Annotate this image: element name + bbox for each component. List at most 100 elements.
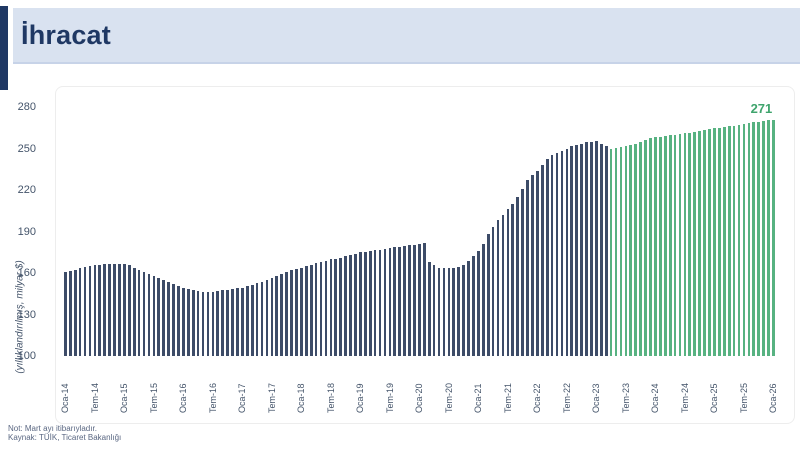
y-tick-label: 250 [17,142,36,155]
bar-actual [221,290,225,356]
bar-actual [457,266,461,356]
bar-actual [295,268,298,356]
x-tick-label: Oca-14 [60,383,71,413]
bar-actual [398,246,402,356]
bar-actual [432,265,436,356]
bar-actual [177,286,180,356]
bar-actual [545,158,549,356]
bar-actual [201,291,205,356]
bar-forecast [767,120,770,356]
bar-actual [231,288,234,356]
x-tick-label: Tem-21 [502,382,513,413]
bar-actual [152,275,156,356]
bar-forecast [683,133,687,356]
bar-actual [491,227,495,356]
bar-actual [265,279,269,356]
bar-forecast [713,128,716,356]
bar-actual [565,148,569,356]
x-tick-label: Oca-26 [768,383,779,413]
bar-actual [245,286,249,356]
x-axis: Oca-14 Tem-14 Oca-15 Tem-15 Oca-16 Tem-16 Oca-… [60,359,779,417]
bar-actual [413,244,416,356]
bar-actual [123,264,126,356]
bar-actual [403,246,406,356]
bar-forecast [678,134,682,356]
bar-actual [585,142,588,356]
bar-actual [354,253,357,356]
x-tick-label: Tem-17 [266,382,277,413]
bar-actual [344,256,347,356]
y-tick-label: 190 [17,225,36,238]
bar-actual [501,214,505,356]
header-band: İhracat [13,8,800,64]
x-tick-label: Tem-22 [561,382,572,413]
bar-forecast [747,122,751,356]
bar-actual [418,244,421,356]
x-tick-label: Tem-20 [443,382,454,413]
bar-actual [496,220,500,356]
y-tick-label: 280 [17,101,36,113]
bar-actual [324,260,328,356]
bar-forecast [624,146,628,356]
bar-actual [147,273,151,356]
end-value-label: 271 [750,101,773,117]
bar-actual [270,277,274,356]
chart-card: (yıllıklandırılmış, milyar $) 280 250 220 1… [15,86,795,424]
x-tick-label: Oca-25 [709,383,720,413]
bar-actual [93,265,97,356]
x-tick-label: Oca-19 [355,383,366,413]
bar-forecast [614,147,618,356]
x-tick-label: Tem-14 [89,382,100,413]
x-tick-label: Oca-17 [237,383,248,413]
bar-actual [359,252,362,356]
footnotes: Not: Mart ayı itibarıyladır. Kaynak: TÜİ… [8,424,121,442]
bar-forecast [772,119,775,356]
bar-actual [98,264,102,356]
bar-actual [250,284,254,356]
bar-actual [191,290,195,356]
bar-forecast [752,122,756,356]
bar-actual [378,249,382,356]
bar-actual [388,248,392,356]
bar-actual [127,265,131,356]
bar-actual [462,265,465,356]
bar-actual [408,245,411,356]
bar-forecast [639,141,642,356]
bar-forecast [717,127,721,356]
bar-actual [103,264,107,356]
bar-actual [481,244,485,356]
bar-actual [339,257,343,356]
bar-actual [182,287,185,356]
bar-forecast [663,136,667,356]
bar-actual [555,152,559,356]
bar-actual [363,251,367,356]
bar-actual [540,165,544,356]
bar-forecast [609,148,613,356]
y-tick-label: 100 [17,350,36,362]
bar-forecast [668,135,672,356]
bar-actual [157,277,161,356]
bar-forecast [722,127,726,356]
bar-actual [167,282,170,356]
bar-forecast [757,121,761,356]
y-axis: 280 250 220 190 160 130 100 [6,101,36,362]
bar-actual [78,268,82,356]
bar-actual [580,143,583,356]
bar-actual [516,196,520,356]
x-tick-label: Tem-19 [384,382,395,413]
bar-actual [211,291,215,356]
bar-actual [196,291,200,356]
bar-forecast [742,123,746,356]
bar-actual [83,266,87,356]
bar-actual [393,247,397,356]
bar-actual [300,267,303,356]
bar-forecast [688,132,692,356]
bar-forecast [654,137,657,356]
bar-actual [290,270,293,356]
bar-actual [599,144,603,356]
bar-actual [477,250,480,356]
bar-actual [236,288,239,356]
bar-forecast [708,129,711,356]
bar-actual [226,289,229,356]
bar-actual [526,180,529,356]
